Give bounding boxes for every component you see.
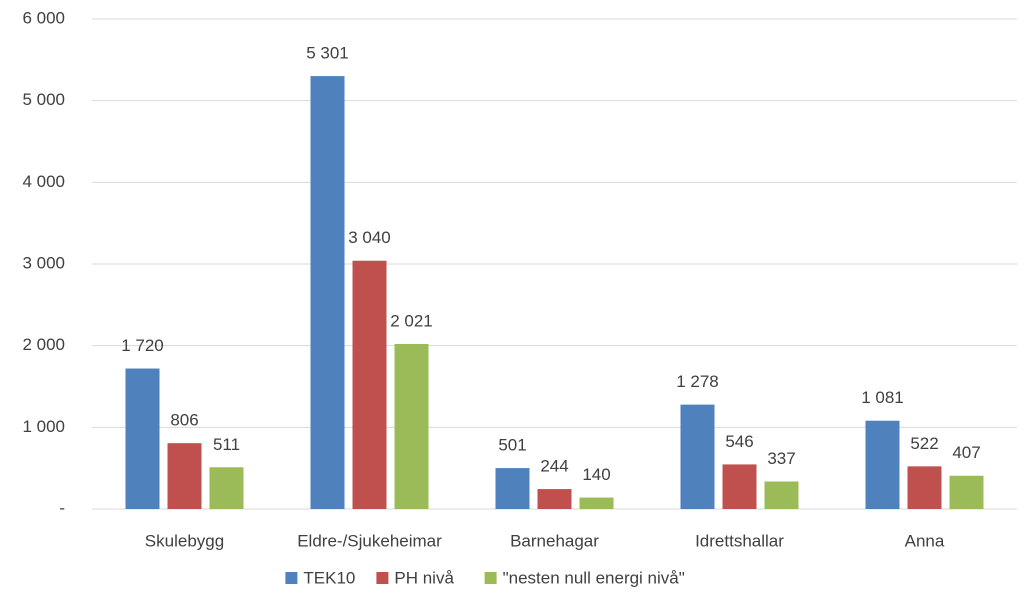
bar bbox=[209, 467, 244, 509]
y-tick-label: - bbox=[59, 498, 65, 517]
bar bbox=[865, 420, 900, 509]
bar bbox=[167, 443, 202, 509]
y-tick-label: 4 000 bbox=[22, 172, 65, 191]
bar bbox=[680, 404, 715, 509]
data-label: 1 081 bbox=[861, 388, 904, 407]
bar bbox=[764, 481, 799, 509]
bar bbox=[949, 475, 984, 509]
data-label: 3 040 bbox=[348, 228, 391, 247]
y-tick-label: 5 000 bbox=[22, 90, 65, 109]
x-tick-label: Eldre-/Sjukeheimar bbox=[297, 531, 442, 550]
y-tick-label: 1 000 bbox=[22, 417, 65, 436]
data-label: 140 bbox=[582, 465, 610, 484]
data-label: 1 720 bbox=[121, 336, 164, 355]
data-label: 337 bbox=[767, 449, 795, 468]
data-label: 511 bbox=[213, 435, 240, 454]
x-tick-label: Idrettshallar bbox=[695, 531, 784, 550]
bar bbox=[394, 343, 429, 509]
data-label: 501 bbox=[498, 436, 526, 455]
bar bbox=[579, 497, 614, 509]
data-label: 1 278 bbox=[676, 372, 719, 391]
legend-label: TEK10 bbox=[303, 568, 355, 587]
bar bbox=[907, 466, 942, 509]
x-tick-label: Skulebygg bbox=[145, 531, 224, 550]
legend-label: PH nivå bbox=[394, 568, 454, 587]
x-tick-label: Anna bbox=[905, 531, 945, 550]
data-label: 407 bbox=[952, 443, 980, 462]
y-tick-label: 3 000 bbox=[22, 253, 65, 272]
y-tick-label: 2 000 bbox=[22, 335, 65, 354]
data-label: 244 bbox=[540, 457, 568, 476]
bar bbox=[352, 260, 387, 509]
legend-label: "nesten null energi nivå" bbox=[503, 568, 685, 587]
bar bbox=[722, 464, 757, 509]
bar bbox=[310, 76, 345, 510]
legend-swatch bbox=[376, 572, 389, 584]
bar bbox=[537, 489, 572, 509]
data-label: 546 bbox=[725, 432, 753, 451]
data-label: 5 301 bbox=[306, 44, 349, 63]
bar bbox=[125, 368, 160, 509]
y-tick-label: 6 000 bbox=[22, 8, 65, 27]
data-label: 2 021 bbox=[390, 311, 433, 330]
data-label: 806 bbox=[170, 411, 198, 430]
legend-swatch bbox=[484, 572, 497, 584]
bar bbox=[495, 468, 530, 509]
legend-swatch bbox=[285, 572, 298, 584]
data-label: 522 bbox=[910, 434, 938, 453]
x-tick-label: Barnehagar bbox=[510, 531, 599, 550]
